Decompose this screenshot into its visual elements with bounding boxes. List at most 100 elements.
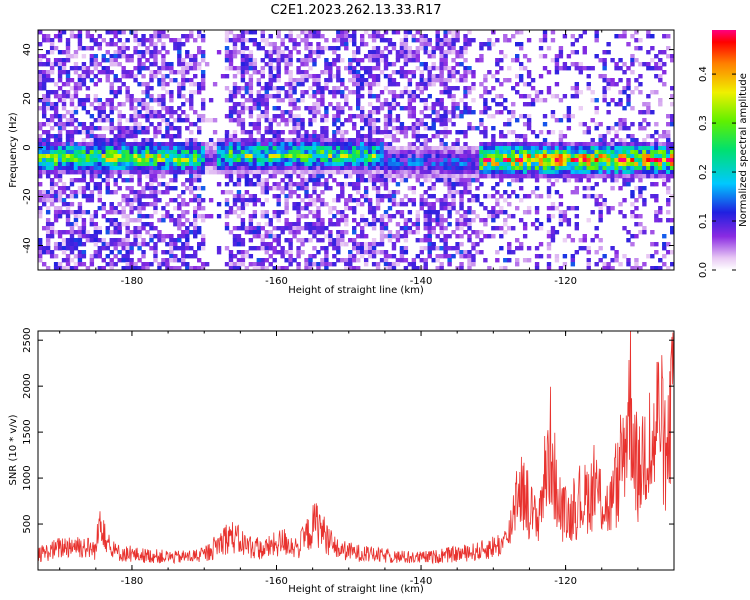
heatmap-cell [646, 30, 651, 35]
heatmap-cell [65, 202, 71, 207]
heatmap-cell [399, 250, 405, 255]
heatmap-cell [193, 198, 198, 203]
heatmap-cell [515, 238, 520, 243]
heatmap-cell [371, 150, 377, 155]
heatmap-cell [129, 242, 134, 247]
heatmap-cell [359, 110, 365, 115]
heatmap-cell [181, 214, 186, 219]
heatmap-cell [423, 42, 428, 47]
heatmap-cell [224, 246, 230, 251]
heatmap-cell [511, 226, 516, 231]
heatmap-cell [638, 162, 643, 167]
heatmap-cell [463, 190, 468, 195]
heatmap-cell [463, 90, 468, 95]
heatmap-cell [336, 146, 341, 151]
heatmap-cell [534, 246, 540, 251]
heatmap-cell [332, 94, 337, 99]
heatmap-cell [61, 70, 67, 75]
heatmap-cell [407, 78, 413, 83]
heatmap-cell [157, 154, 162, 159]
heatmap-cell [109, 154, 114, 159]
heatmap-cell [77, 210, 83, 215]
heatmap-cell [626, 262, 631, 267]
heatmap-cell [276, 66, 281, 71]
heatmap-cell [443, 62, 448, 67]
heatmap-cell [61, 146, 67, 151]
heatmap-cell [260, 150, 265, 155]
heatmap-cell [371, 30, 377, 35]
heatmap-cell [610, 58, 615, 63]
heatmap-cell [340, 94, 345, 99]
heatmap-cell [391, 62, 397, 67]
heatmap-cell [359, 162, 365, 167]
heatmap-cell [121, 198, 126, 203]
heatmap-cell [89, 54, 95, 59]
heatmap-cell [85, 198, 91, 203]
heatmap-cell [546, 266, 552, 270]
heatmap-cell [427, 214, 432, 219]
heatmap-cell [81, 166, 87, 171]
heatmap-cell [435, 258, 440, 263]
heatmap-cell [578, 70, 583, 75]
heatmap-cell [208, 138, 214, 143]
heatmap-cell [165, 74, 170, 79]
heatmap-cell [324, 114, 329, 119]
heatmap-cell [642, 186, 647, 191]
heatmap-cell [522, 194, 528, 199]
heatmap-cell [320, 262, 325, 267]
heatmap-cell [189, 230, 194, 235]
heatmap-cell [197, 202, 202, 207]
heatmap-cell [487, 166, 492, 171]
heatmap-cell [169, 94, 174, 99]
heatmap-cell [534, 210, 540, 215]
heatmap-cell [165, 130, 170, 135]
heatmap-cell [499, 246, 504, 251]
heatmap-cell [526, 154, 532, 159]
heatmap-cell [161, 114, 166, 119]
heatmap-cell [427, 150, 432, 155]
heatmap-cell [252, 214, 258, 219]
heatmap-cell [264, 190, 269, 195]
heatmap-cell [53, 146, 59, 151]
heatmap-cell [459, 214, 464, 219]
heatmap-cell [348, 166, 353, 171]
heatmap-cell [375, 198, 381, 203]
heatmap-cell [407, 146, 413, 151]
heatmap-cell [93, 82, 99, 87]
heatmap-cell [248, 54, 254, 59]
heatmap-cell [546, 170, 552, 175]
heatmap-cell [324, 134, 329, 139]
heatmap-cell [173, 174, 178, 179]
heatmap-cell [367, 146, 373, 151]
heatmap-cell [463, 250, 468, 255]
heatmap-cell [399, 226, 405, 231]
heatmap-cell [336, 70, 341, 75]
heatmap-cell [622, 178, 627, 183]
heatmap-cell [383, 210, 389, 215]
heatmap-cell [443, 150, 448, 155]
heatmap-cell [169, 266, 174, 270]
heatmap-cell [73, 130, 79, 135]
heatmap-cell [340, 170, 345, 175]
heatmap-cell [419, 202, 424, 207]
heatmap-cell [407, 110, 413, 115]
heatmap-cell [455, 38, 460, 43]
heatmap-cell [630, 178, 635, 183]
heatmap-cell [459, 166, 464, 171]
heatmap-cell [153, 50, 158, 55]
heatmap-cell [336, 102, 341, 107]
heatmap-cell [427, 70, 432, 75]
heatmap-cell [348, 250, 353, 255]
heatmap-cell [133, 122, 138, 127]
heatmap-cell [288, 54, 293, 59]
heatmap-cell [177, 194, 182, 199]
heatmap-cell [431, 134, 436, 139]
heatmap-cell [538, 222, 544, 227]
heatmap-cell [507, 226, 512, 231]
heatmap-cell [634, 214, 639, 219]
heatmap-cell [308, 54, 313, 59]
heatmap-cell [387, 238, 393, 243]
heatmap-cell [602, 166, 607, 171]
heatmap-cell [256, 78, 262, 83]
heatmap-cell [522, 94, 528, 99]
